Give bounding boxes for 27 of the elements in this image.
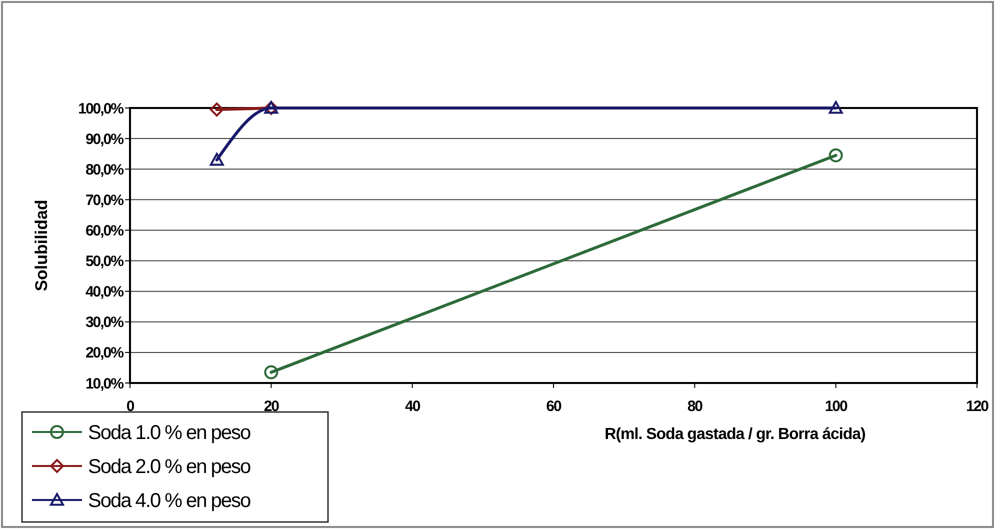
point bbox=[828, 101, 843, 114]
x-tick-label: 0 bbox=[126, 398, 134, 415]
y-tick-label: 80,0% bbox=[85, 161, 124, 178]
x-tick-label: 80 bbox=[687, 398, 703, 415]
x-tick-label: 120 bbox=[966, 398, 989, 415]
x-tick-label: 40 bbox=[404, 398, 420, 415]
y-tick-label: 30,0% bbox=[85, 314, 124, 332]
point bbox=[264, 365, 278, 380]
legend-label: Soda 1.0 % en peso bbox=[88, 422, 252, 444]
y-tick-label: 70,0% bbox=[85, 192, 124, 209]
x-tick-label: 60 bbox=[546, 398, 562, 415]
legend-label: Soda 2.0 % en peso bbox=[88, 456, 252, 478]
y-tick-label: 20,0% bbox=[85, 344, 124, 362]
y-tick-label: 50,0% bbox=[85, 253, 124, 270]
y-axis-title: Solubilidad bbox=[32, 200, 51, 292]
y-tick-label: 40,0% bbox=[85, 284, 124, 301]
y-tick-label: 60,0% bbox=[85, 222, 124, 240]
y-tick-label: 10,0% bbox=[85, 375, 124, 392]
point bbox=[210, 102, 224, 117]
x-axis-title: R(ml. Soda gastada / gr. Borra ácida) bbox=[604, 426, 866, 443]
y-tick-label: 100,0% bbox=[78, 100, 124, 118]
legend-label: Soda 4.0 % en peso bbox=[88, 490, 252, 512]
point bbox=[210, 152, 224, 166]
x-tick-label: 100 bbox=[824, 398, 848, 415]
y-tick-label: 90,0% bbox=[85, 130, 124, 148]
x-tick-label: 20 bbox=[264, 398, 280, 415]
point bbox=[828, 148, 843, 162]
